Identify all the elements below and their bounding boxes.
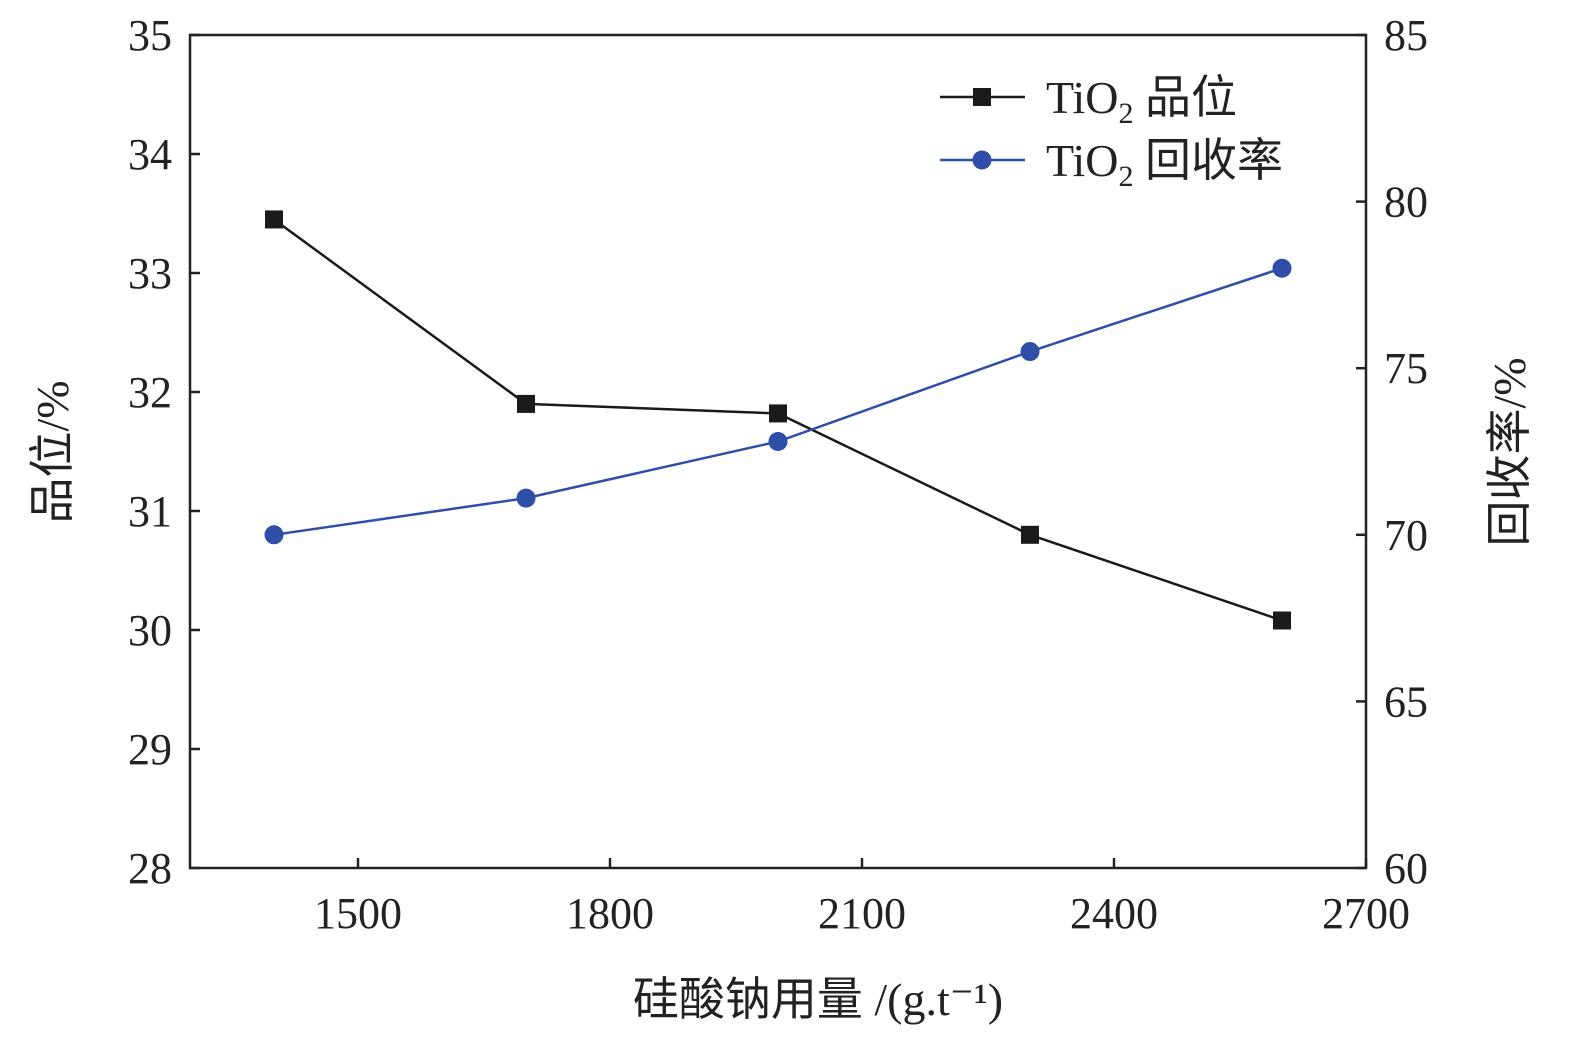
y-right-tick-label: 65 <box>1384 677 1428 726</box>
data-point <box>1020 342 1040 362</box>
x-tick-label: 1500 <box>314 889 402 938</box>
series-line <box>273 267 1283 537</box>
x-tick-label: 1800 <box>566 889 654 938</box>
y-right-tick-label: 85 <box>1384 11 1428 60</box>
data-point <box>516 488 536 508</box>
y-axis-right-label: 回收率/% <box>1484 357 1535 546</box>
y-left-tick-label: 31 <box>128 487 172 536</box>
data-point <box>768 432 788 452</box>
data-point <box>264 525 284 545</box>
x-tick-label: 2400 <box>1070 889 1158 938</box>
y-left-tick-label: 33 <box>128 249 172 298</box>
data-point <box>265 210 283 229</box>
data-point <box>1272 258 1292 278</box>
x-axis-label: 硅酸钠用量 /(g.t⁻¹) <box>633 974 1003 1025</box>
data-point <box>517 394 535 413</box>
legend-marker <box>972 150 992 170</box>
x-tick-label: 2100 <box>818 889 906 938</box>
data-point <box>1021 525 1039 544</box>
y-right-tick-label: 75 <box>1384 344 1428 393</box>
y-right-tick-label: 70 <box>1384 511 1428 560</box>
y-right-tick-label: 80 <box>1384 178 1428 227</box>
legend-label: TiO2 回收率 <box>1046 135 1283 193</box>
y-left-tick-label: 35 <box>128 11 172 60</box>
y-left-tick-label: 29 <box>128 725 172 774</box>
legend-label: TiO2 品位 <box>1046 72 1237 130</box>
legend-marker <box>973 88 991 106</box>
data-point <box>1273 611 1291 630</box>
y-left-tick-label: 28 <box>128 844 172 893</box>
x-tick-label: 2700 <box>1322 889 1410 938</box>
y-left-tick-label: 32 <box>128 368 172 417</box>
y-right-tick-label: 60 <box>1384 844 1428 893</box>
y-left-tick-label: 34 <box>128 130 172 179</box>
plot-frame <box>188 33 1368 870</box>
data-point <box>769 404 787 423</box>
y-left-tick-label: 30 <box>128 606 172 655</box>
y-axis-left-label: 品位/% <box>27 380 78 523</box>
